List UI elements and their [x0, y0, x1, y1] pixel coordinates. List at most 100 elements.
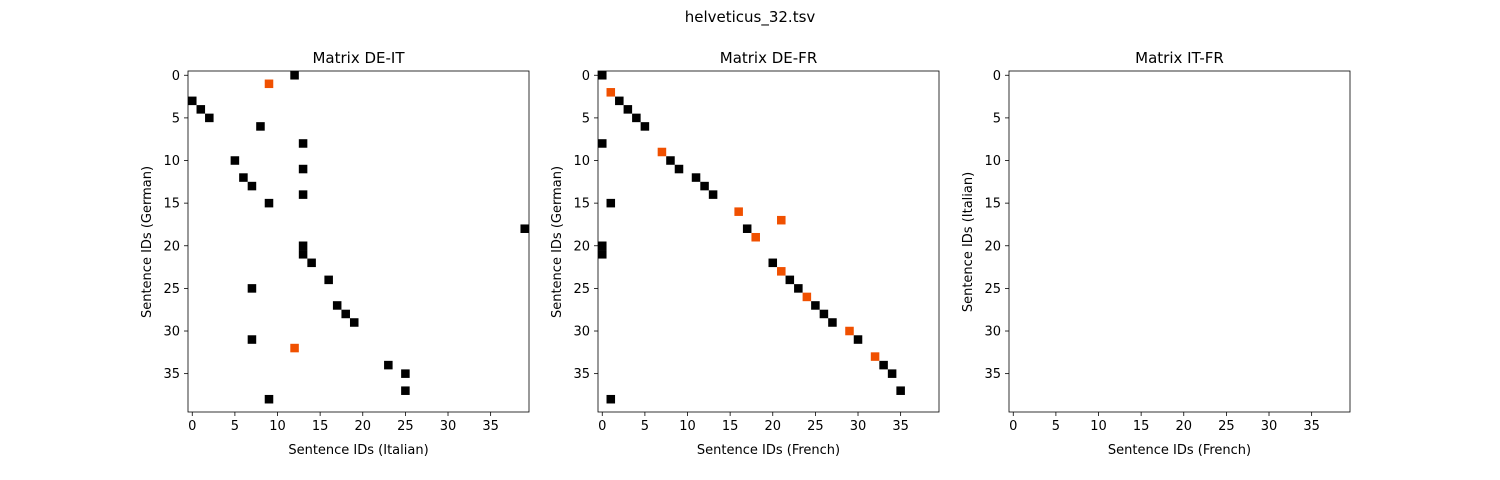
- x-tick-label: 25: [397, 419, 414, 434]
- plot-area: [1009, 71, 1350, 412]
- cell-match: [520, 224, 529, 233]
- y-tick-label: 20: [573, 239, 590, 254]
- cell-match: [887, 369, 897, 378]
- y-tick-label: 30: [984, 325, 1001, 340]
- cell-match: [264, 198, 274, 208]
- cell-match: [332, 301, 342, 310]
- cell-match: [341, 309, 350, 319]
- y-tick-label: 20: [163, 239, 180, 254]
- x-tick-label: 30: [1261, 419, 1278, 434]
- y-axis-label-de-fr: Sentence IDs (German): [550, 166, 565, 318]
- x-tick-label: 5: [231, 419, 239, 434]
- cell-match: [828, 318, 837, 327]
- cell-mismatch: [845, 326, 854, 336]
- panel-it-fr: Matrix IT-FR Sentence IDs (French) Sente…: [961, 49, 1351, 458]
- cell-match: [247, 181, 257, 191]
- x-tick-label: 25: [1218, 419, 1235, 434]
- x-tick-label: 15: [1133, 419, 1150, 434]
- cell-match: [298, 241, 308, 251]
- cell-match: [853, 335, 863, 344]
- cell-match: [896, 386, 905, 395]
- cell-match: [742, 224, 752, 233]
- plot-area: [188, 71, 529, 412]
- x-tick-label: 20: [354, 419, 371, 434]
- cell-match: [768, 258, 778, 268]
- y-tick-label: 35: [163, 367, 180, 382]
- y-tick-label: 5: [172, 111, 180, 126]
- x-tick-label: 10: [679, 419, 696, 434]
- x-tick-label: 30: [440, 419, 457, 434]
- cell-match: [349, 318, 359, 327]
- y-tick-label: 5: [582, 111, 590, 126]
- y-tick-label: 20: [984, 239, 1001, 254]
- axes-frame: [187, 70, 530, 413]
- x-tick-label: 10: [1090, 419, 1107, 434]
- y-tick-label: 35: [984, 367, 1001, 382]
- x-tick-label: 35: [482, 419, 499, 434]
- x-tick-label: 25: [807, 419, 824, 434]
- y-tick-label: 10: [163, 154, 180, 169]
- cell-mismatch: [751, 232, 760, 242]
- y-tick-label: 30: [573, 325, 590, 340]
- cell-match: [691, 173, 701, 182]
- axes-frame: [1008, 70, 1351, 413]
- y-tick-label: 35: [573, 367, 590, 382]
- y-tick-label: 10: [573, 154, 590, 169]
- cell-match: [247, 335, 257, 344]
- cell-match: [324, 275, 333, 285]
- x-tick-label: 35: [892, 419, 909, 434]
- x-tick-label: 5: [1052, 419, 1060, 434]
- x-tick-label: 20: [1175, 419, 1192, 434]
- y-tick-label: 10: [984, 154, 1001, 169]
- cell-match: [298, 164, 308, 174]
- cell-mismatch: [870, 352, 880, 361]
- x-axis-label-de-it: Sentence IDs (Italian): [288, 443, 428, 458]
- cell-match: [298, 190, 308, 199]
- x-tick-label: 20: [764, 419, 781, 434]
- panel-de-it: Matrix DE-IT Sentence IDs (Italian) Sent…: [140, 49, 530, 458]
- cell-match: [298, 250, 308, 259]
- cell-mismatch: [657, 147, 667, 157]
- cell-match: [264, 394, 274, 404]
- cell-match: [598, 241, 607, 251]
- cell-match: [247, 284, 257, 293]
- y-tick-label: 0: [172, 69, 180, 84]
- cell-match: [298, 139, 308, 148]
- x-tick-label: 35: [1303, 419, 1320, 434]
- x-tick-label: 10: [269, 419, 286, 434]
- cell-match: [819, 309, 829, 319]
- cell-match: [401, 369, 410, 378]
- y-tick-label: 30: [163, 325, 180, 340]
- plot-area: [598, 71, 939, 412]
- cell-match: [401, 386, 410, 395]
- cell-match: [632, 113, 641, 123]
- x-tick-label: 30: [850, 419, 867, 434]
- panel-title-de-fr: Matrix DE-FR: [720, 49, 818, 67]
- x-axis-label-de-fr: Sentence IDs (French): [697, 443, 840, 458]
- cell-mismatch: [264, 79, 274, 89]
- y-axis-label-it-fr: Sentence IDs (Italian): [961, 172, 976, 312]
- cell-mismatch: [777, 215, 786, 225]
- cell-match: [598, 250, 607, 259]
- cell-match: [598, 139, 607, 148]
- cell-match: [708, 190, 718, 199]
- x-tick-label: 0: [188, 419, 196, 434]
- cell-match: [666, 156, 675, 165]
- panel-title-de-it: Matrix DE-IT: [312, 49, 405, 67]
- cell-match: [811, 301, 820, 310]
- cell-match: [640, 122, 650, 131]
- heatmap-de-fr: 0 5 10 15 20 25 30 35 0 5 10 15 20 25 30 35: [573, 69, 940, 434]
- y-tick-label: 15: [573, 197, 590, 212]
- cell-match: [615, 96, 624, 106]
- cell-match: [606, 198, 616, 208]
- y-axis-label-de-it: Sentence IDs (German): [140, 166, 155, 318]
- cell-match: [794, 284, 803, 293]
- cell-match: [879, 360, 888, 370]
- cell-match: [623, 105, 633, 114]
- cell-mismatch: [734, 207, 743, 216]
- x-tick-label: 5: [641, 419, 649, 434]
- cell-match: [239, 173, 248, 182]
- y-tick-label: 25: [163, 282, 180, 297]
- x-axis-label-it-fr: Sentence IDs (French): [1108, 443, 1251, 458]
